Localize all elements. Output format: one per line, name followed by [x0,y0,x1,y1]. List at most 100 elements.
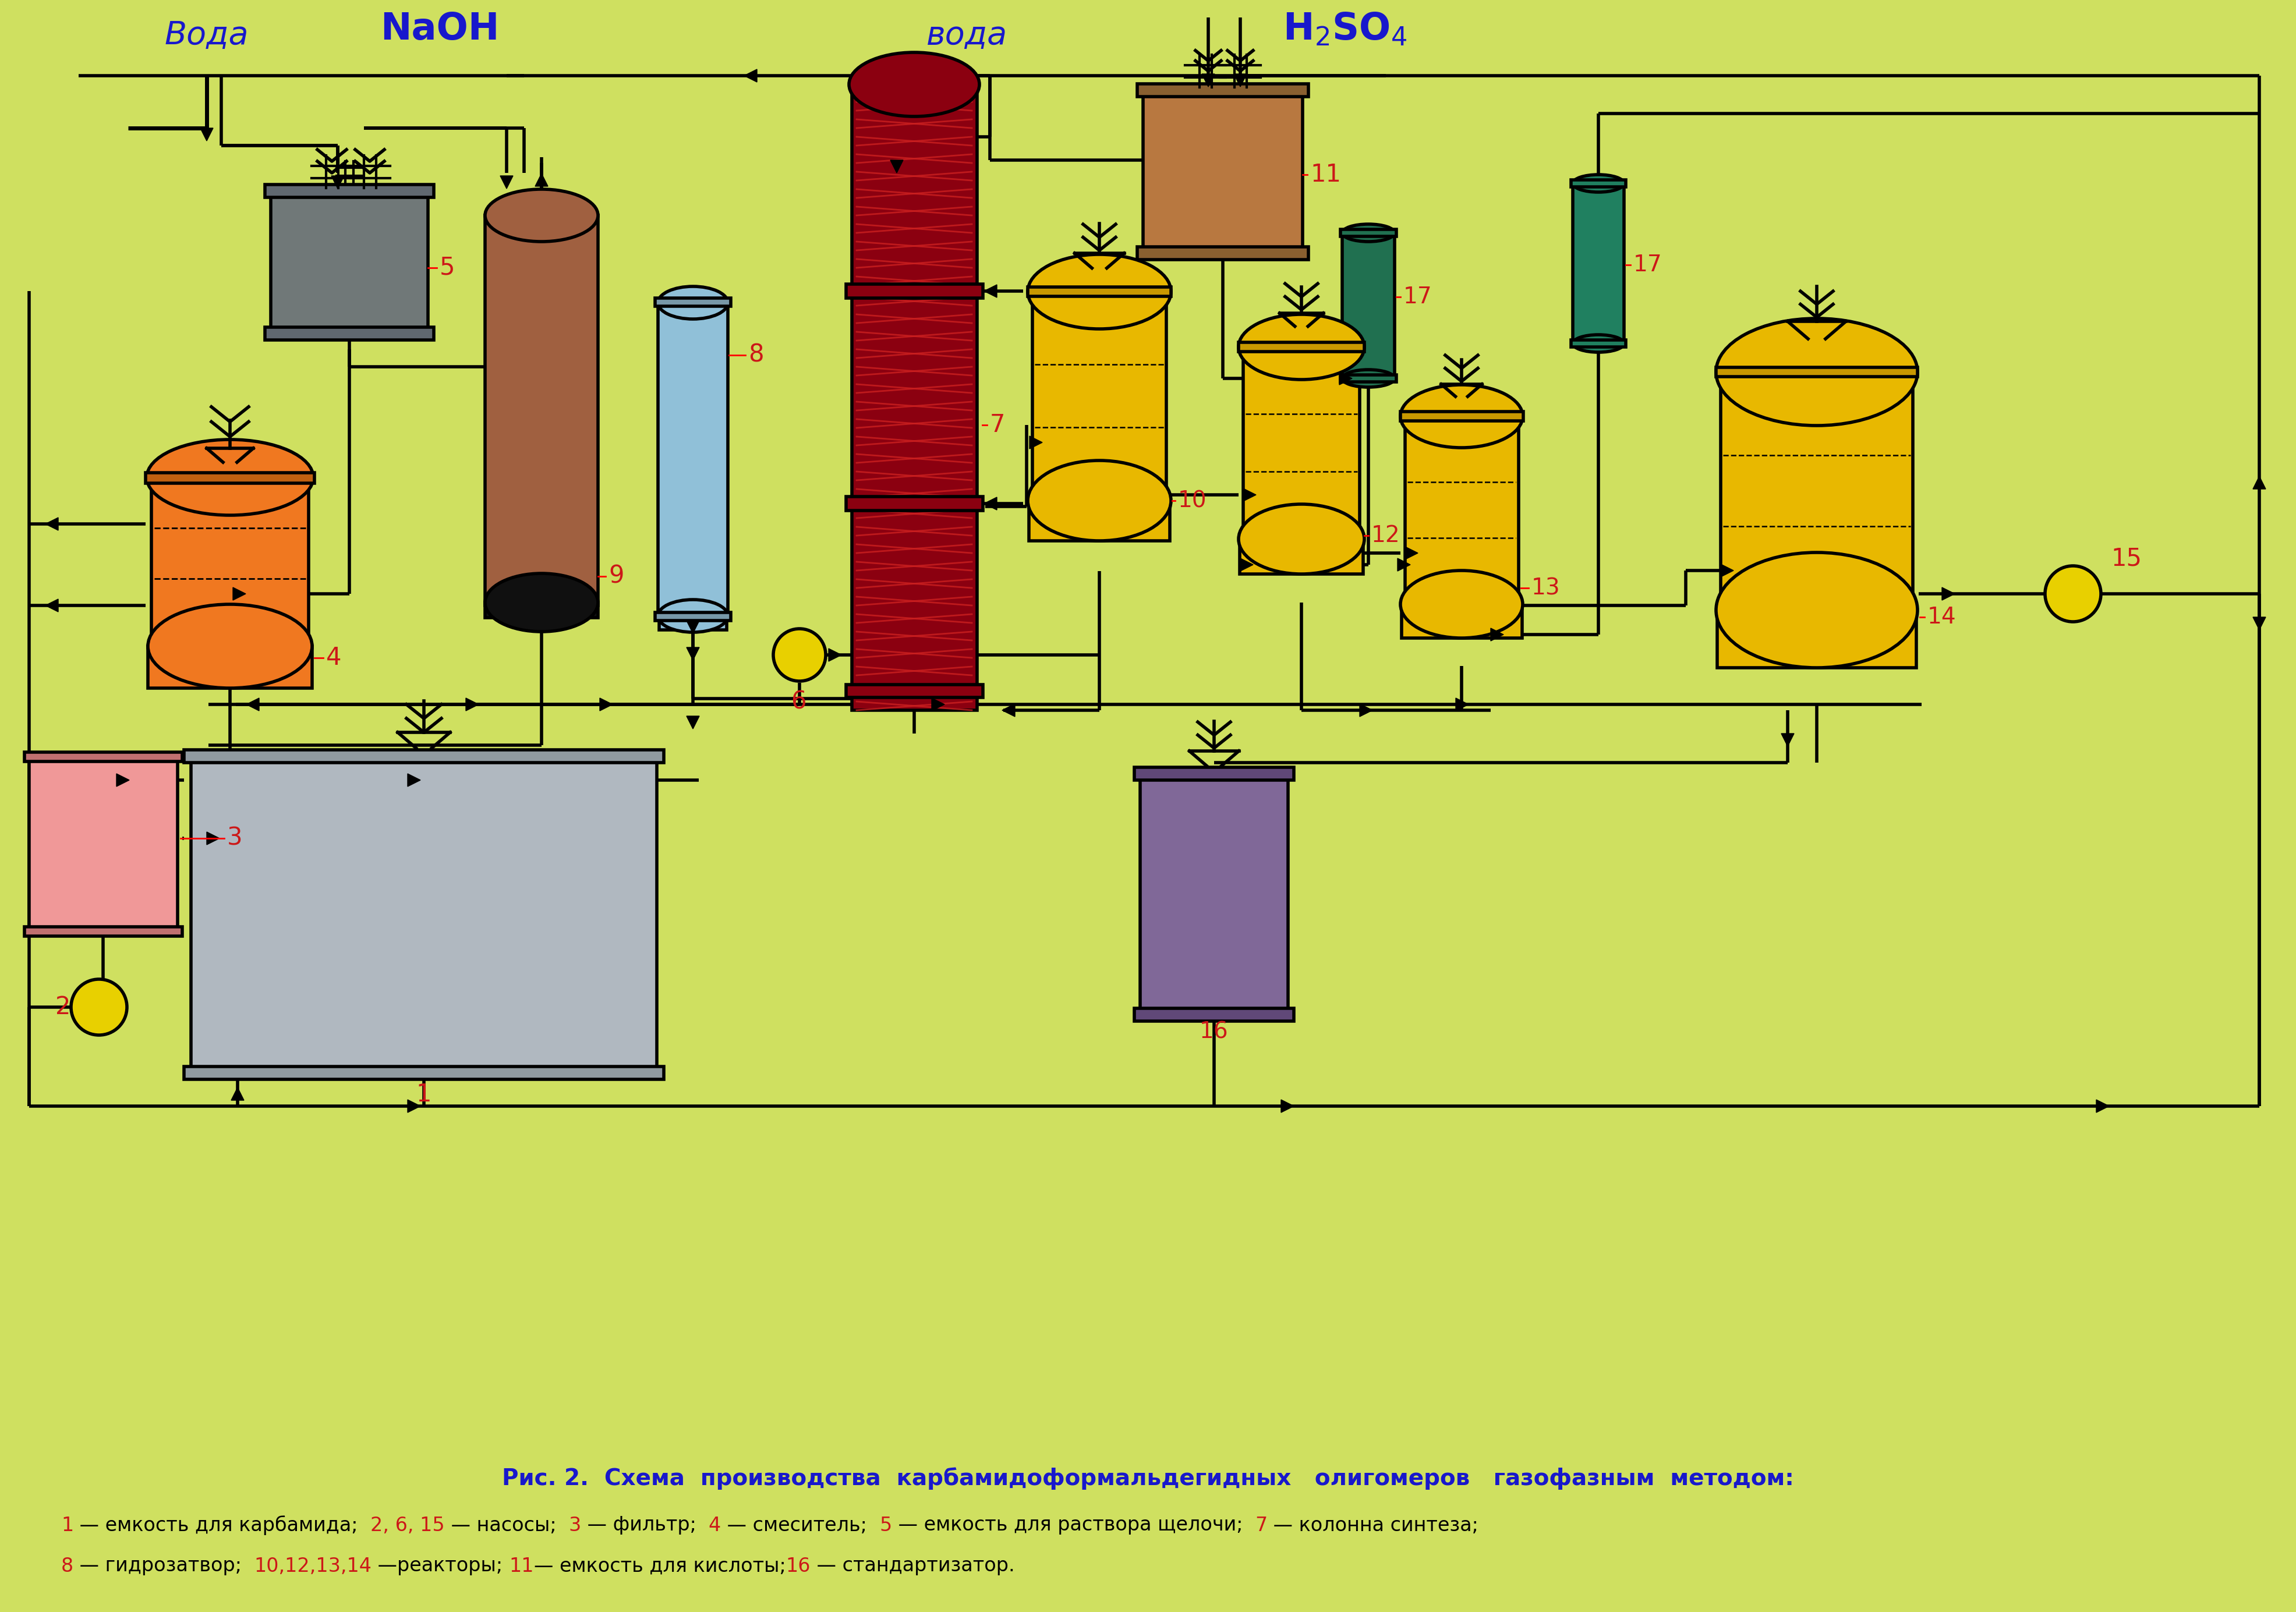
Polygon shape [1942,587,1954,600]
Bar [847,496,983,511]
Text: NaOH: NaOH [381,11,498,47]
Polygon shape [207,832,220,845]
Text: 17: 17 [1632,253,1662,276]
Polygon shape [46,517,57,530]
Bar [1238,342,1364,351]
Polygon shape [200,127,214,140]
Text: — емкость для карбамида;: — емкость для карбамида; [73,1515,370,1535]
Polygon shape [46,600,57,613]
Text: Вода: Вода [165,19,248,50]
Polygon shape [599,698,613,711]
Bar [1570,340,1626,347]
Bar [152,477,308,646]
Bar [1033,292,1166,501]
Bar [1717,609,1917,667]
Bar [1134,767,1295,780]
Polygon shape [409,774,420,787]
Ellipse shape [1401,385,1522,448]
Polygon shape [1782,733,1793,746]
Bar [145,472,315,484]
Ellipse shape [484,574,597,632]
Polygon shape [117,774,129,787]
Ellipse shape [1343,369,1394,387]
Polygon shape [2252,617,2266,630]
Bar [1341,229,1396,237]
Bar [191,756,657,1070]
Text: — смеситель;: — смеситель; [721,1515,879,1535]
Polygon shape [2096,1099,2110,1112]
Bar [847,284,983,298]
Ellipse shape [1029,461,1171,542]
Bar [271,190,427,332]
Polygon shape [744,69,758,82]
Polygon shape [2252,476,2266,488]
Bar [659,303,728,614]
Ellipse shape [1573,174,1623,192]
Polygon shape [891,160,902,172]
Bar [1029,501,1171,542]
Text: — емкость для раствора щелочи;: — емкость для раствора щелочи; [891,1515,1256,1535]
Text: 9: 9 [608,564,625,588]
Bar [659,616,728,630]
Bar [847,685,983,698]
Ellipse shape [147,440,312,516]
Polygon shape [1240,558,1254,571]
Polygon shape [1001,704,1015,717]
Polygon shape [1201,74,1215,87]
Polygon shape [535,174,549,187]
Text: 11: 11 [510,1557,533,1575]
Bar [852,297,978,498]
Text: вода: вода [925,19,1008,50]
Bar [1143,90,1302,250]
Bar [484,603,597,617]
Bar [184,750,664,762]
Bar [654,298,730,306]
Ellipse shape [1715,319,1917,426]
Bar [1240,538,1364,574]
Polygon shape [1456,698,1469,711]
Text: 4: 4 [326,646,342,671]
Polygon shape [331,176,344,189]
Polygon shape [1339,372,1352,385]
Polygon shape [1281,1099,1295,1112]
Text: 5: 5 [439,256,455,280]
Bar [1405,416,1518,604]
Bar [852,509,978,711]
Bar [184,1067,664,1080]
Bar [1341,376,1396,382]
Bar [1401,604,1522,638]
Circle shape [71,978,126,1035]
Bar [1570,181,1626,187]
Polygon shape [1720,564,1733,577]
Text: 7: 7 [990,413,1006,437]
Bar [1242,347,1359,538]
Text: 3: 3 [227,825,243,851]
Polygon shape [232,1088,243,1101]
Polygon shape [829,648,840,661]
Bar [1343,232,1394,379]
Bar [1134,1007,1295,1020]
Ellipse shape [659,287,728,319]
Text: — фильтр;: — фильтр; [581,1515,709,1535]
Polygon shape [409,1099,420,1112]
Polygon shape [985,285,996,298]
Bar [147,646,312,688]
Text: 16: 16 [785,1557,810,1575]
Polygon shape [932,698,944,711]
Text: 11: 11 [1311,163,1341,187]
Bar [30,756,177,932]
Text: 5: 5 [879,1515,891,1535]
Bar [654,613,730,621]
Polygon shape [1490,629,1504,642]
Bar [484,216,597,606]
Text: 8: 8 [748,343,765,368]
Circle shape [774,629,827,682]
Text: 6: 6 [790,690,806,714]
Polygon shape [687,621,700,634]
Text: Рис. 2.  Схема  производства  карбамидоформальдегидных   олигомеров   газофазным: Рис. 2. Схема производства карбамидоформ… [503,1467,1793,1489]
Ellipse shape [1715,553,1917,667]
Bar [1401,411,1522,421]
Bar [25,753,181,761]
Bar [1137,84,1309,97]
Ellipse shape [1401,571,1522,638]
